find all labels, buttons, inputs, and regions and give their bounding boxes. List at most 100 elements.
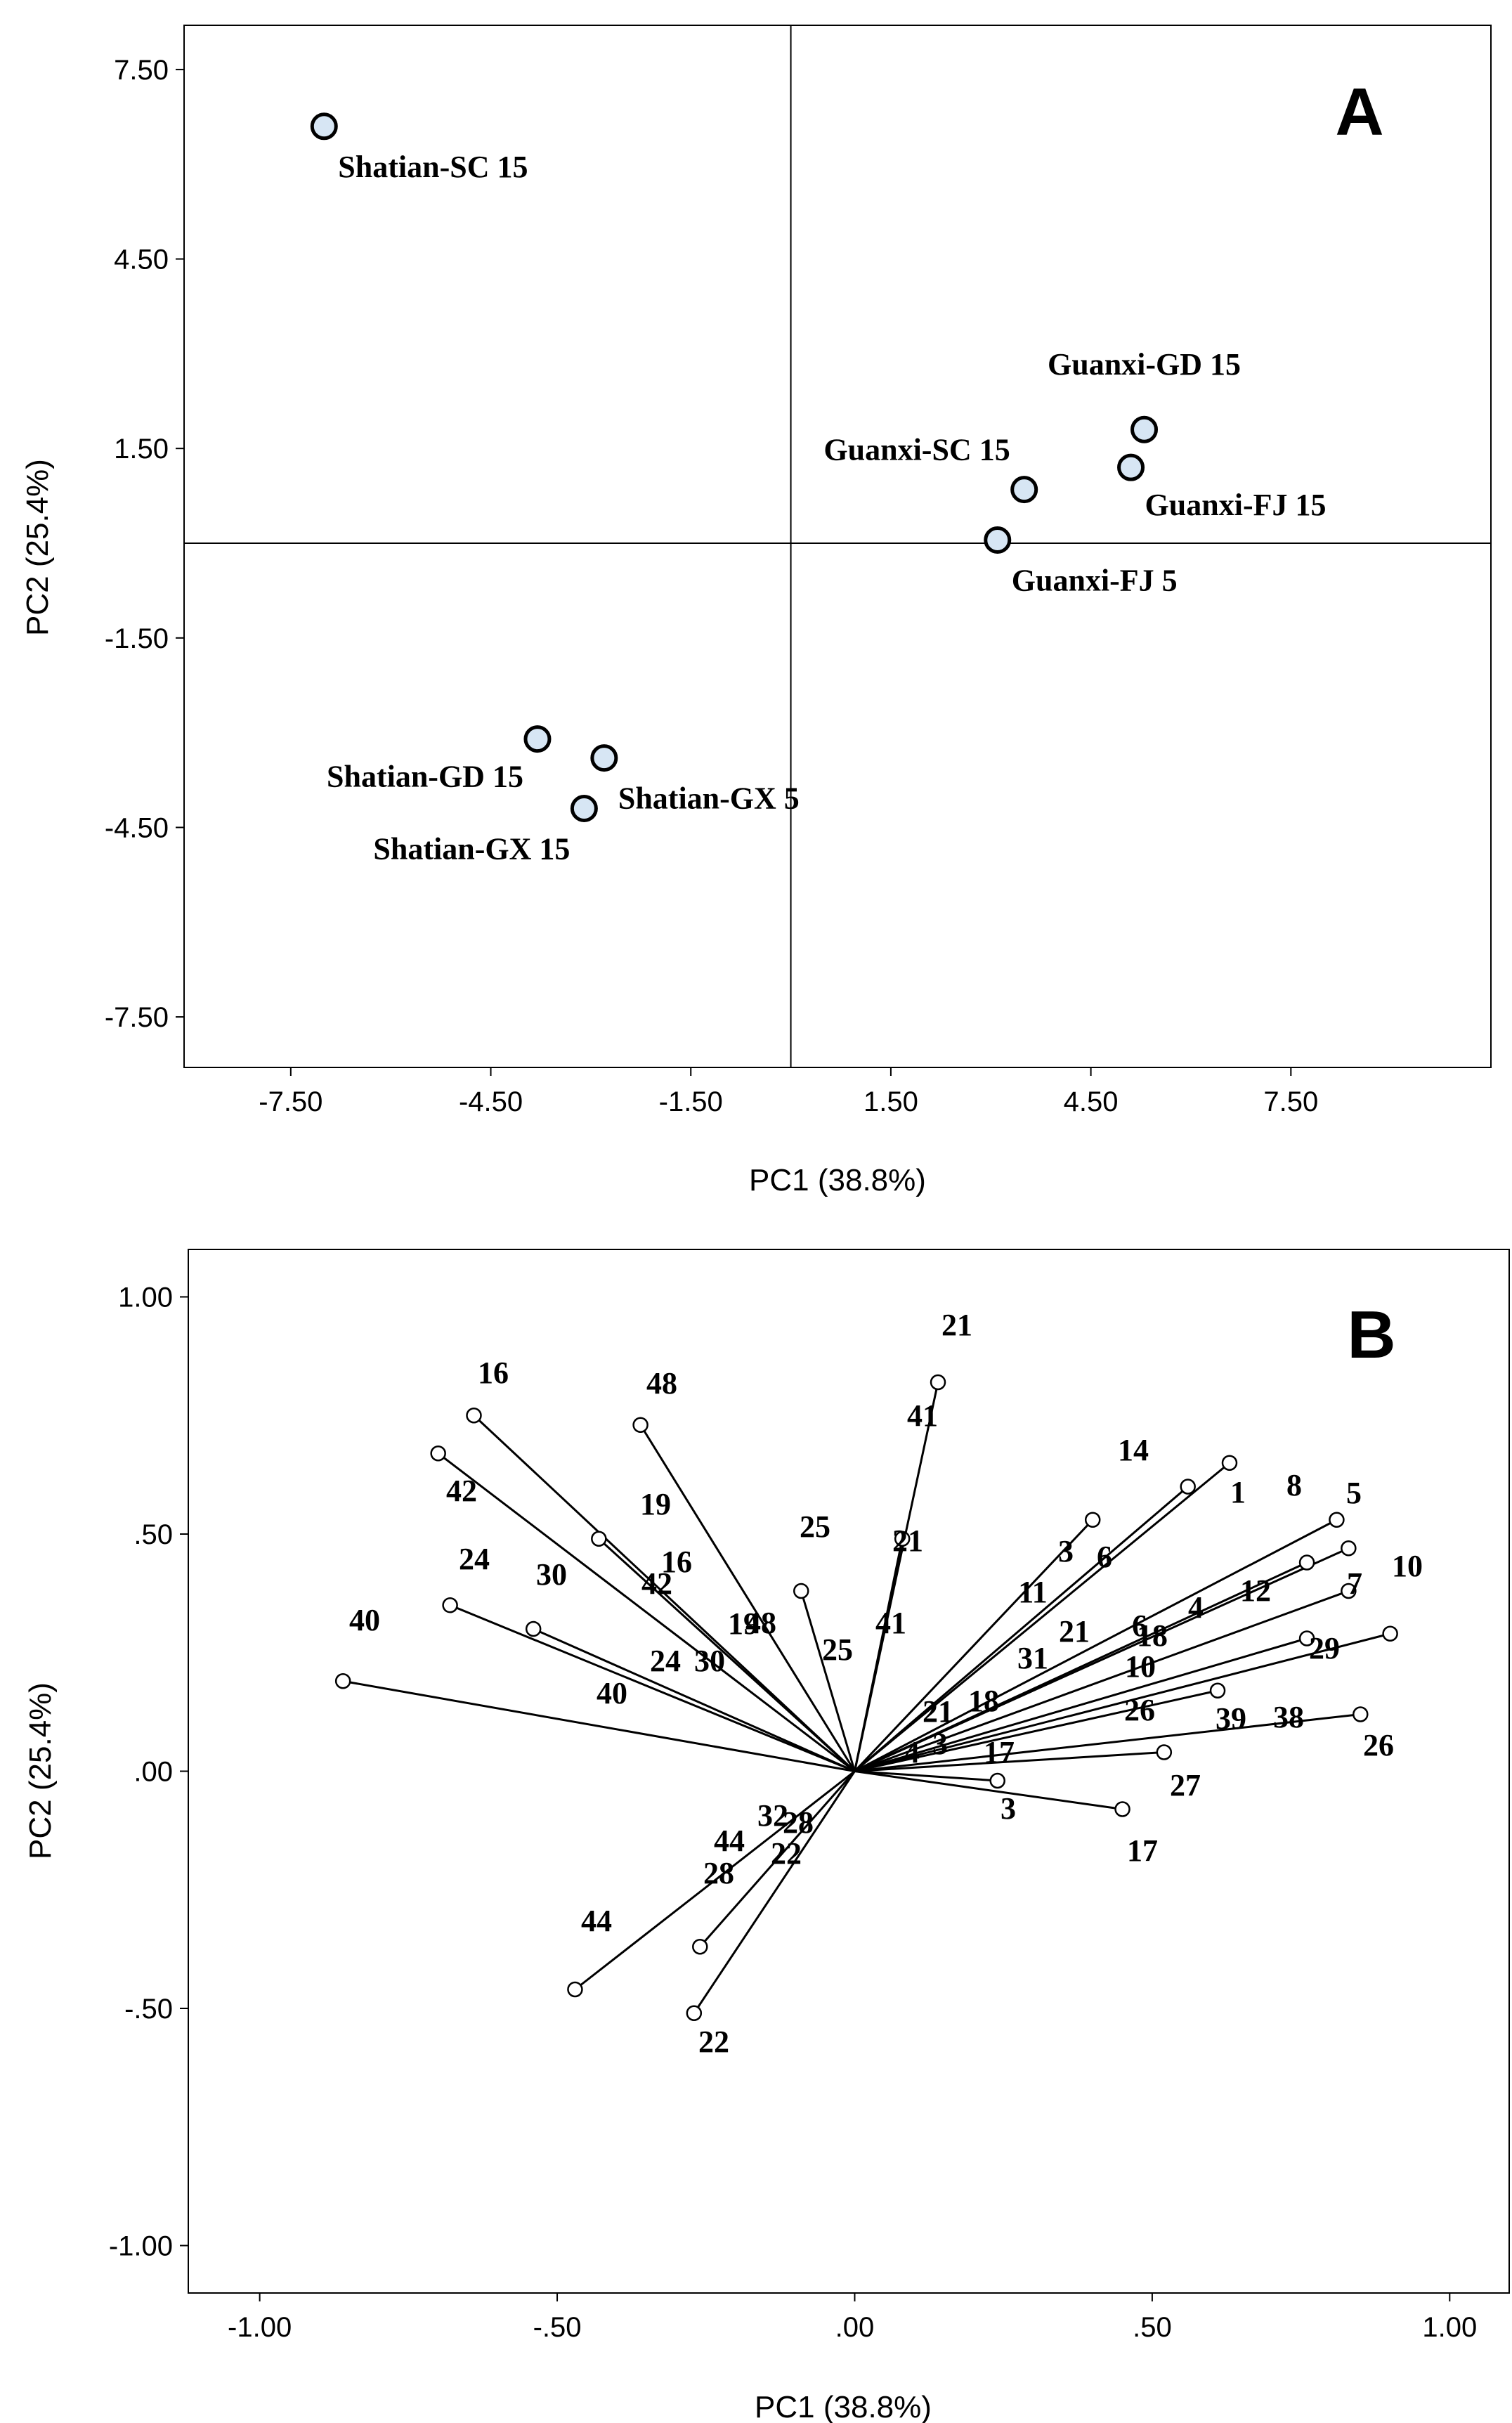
loading-vector <box>854 1590 1349 1772</box>
score-point <box>570 794 598 822</box>
score-point <box>310 112 338 141</box>
score-point <box>590 744 618 772</box>
loading-point <box>1114 1801 1130 1817</box>
loading-point <box>442 1597 458 1613</box>
loading-vector <box>800 1590 856 1772</box>
loading-point <box>692 1939 708 1955</box>
x-tick-label: .50 <box>1133 2312 1172 2343</box>
loading-point <box>1341 1583 1357 1599</box>
loading-label: 26 <box>1363 1728 1394 1762</box>
loading-label: 12 <box>1240 1573 1271 1608</box>
loading-vector <box>854 1637 1308 1772</box>
loading-vector <box>854 1770 1123 1810</box>
loading-vector <box>854 1713 1361 1772</box>
loading-vector <box>854 1519 1094 1772</box>
panel-b-y-ticks: 1.00 .50 .00 -.50 -1.00 <box>109 1282 188 2262</box>
loading-label: 19 <box>640 1487 671 1521</box>
loading-label: 22 <box>698 2025 729 2059</box>
panel-b-letter: B <box>1347 1297 1395 1372</box>
loading-label: 28 <box>783 1805 814 1840</box>
loading-vector <box>699 1770 856 1948</box>
loading-label: 21 <box>892 1524 923 1558</box>
loading-point <box>1329 1512 1345 1528</box>
loading-vector <box>450 1604 856 1772</box>
loading-vector <box>854 1486 1189 1772</box>
y-tick-label: 1.00 <box>118 1282 173 1313</box>
x-tick-label: 4.50 <box>1064 1086 1119 1117</box>
loading-label: 1 <box>1230 1475 1246 1509</box>
loading-label: 22 <box>771 1836 802 1871</box>
loading-point <box>1209 1682 1226 1698</box>
loading-point <box>989 1772 1005 1789</box>
loading-vector <box>574 1770 856 1991</box>
loading-label: 18 <box>968 1684 999 1718</box>
y-tick-label: 1.50 <box>114 434 169 465</box>
y-tick-label: 7.50 <box>114 55 169 86</box>
loading-label: 24 <box>650 1644 681 1678</box>
loading-label: 3 <box>1058 1534 1074 1568</box>
loading-point <box>894 1531 911 1547</box>
loading-label: 21 <box>941 1308 972 1342</box>
loading-label: 30 <box>694 1644 725 1678</box>
loading-label: 28 <box>703 1856 734 1890</box>
loading-label: 6 <box>1132 1609 1147 1643</box>
loading-label: 40 <box>597 1676 627 1710</box>
score-point-label: Guanxi-FJ 15 <box>1145 488 1327 522</box>
score-point <box>984 526 1012 554</box>
loading-label: 8 <box>1286 1468 1302 1502</box>
x-tick-label: -4.50 <box>459 1086 523 1117</box>
panel-a-y-ticks: 7.50 4.50 1.50 -1.50 -4.50 -7.50 <box>105 55 184 1033</box>
loading-label: 48 <box>646 1366 677 1401</box>
loading-point <box>1353 1706 1369 1722</box>
score-point-label: Guanxi-SC 15 <box>823 433 1010 467</box>
loading-label: 25 <box>800 1509 830 1544</box>
y-tick-label: .00 <box>133 1757 173 1788</box>
loading-point <box>1298 1630 1315 1646</box>
y-tick-label: -4.50 <box>105 812 169 843</box>
x-tick-label: -1.00 <box>228 2312 292 2343</box>
score-point-label: Shatian-SC 15 <box>338 150 528 184</box>
loading-label: 10 <box>1125 1649 1156 1684</box>
loading-label: 6 <box>1097 1540 1112 1574</box>
loading-point <box>591 1531 607 1547</box>
loading-label: 19 <box>728 1606 759 1641</box>
loading-vector <box>473 1415 856 1772</box>
loading-point <box>334 1673 351 1689</box>
x-tick-label: .00 <box>835 2312 875 2343</box>
score-point-label: Shatian-GD 15 <box>327 760 523 794</box>
loading-label: 26 <box>1124 1693 1155 1727</box>
loading-label: 42 <box>446 1474 477 1508</box>
loading-point <box>632 1417 649 1433</box>
loading-label: 3 <box>932 1727 948 1761</box>
loading-vector <box>854 1519 1338 1772</box>
loading-point <box>525 1620 542 1637</box>
loading-label: 29 <box>1309 1631 1340 1665</box>
y-tick-label: -1.00 <box>109 2231 173 2262</box>
loading-label: 3 <box>1001 1791 1016 1826</box>
loading-point <box>686 2005 703 2021</box>
y-tick-label: .50 <box>133 1519 173 1550</box>
y-tick-label: -7.50 <box>105 1002 169 1033</box>
panel-a-xlabel: PC1 (38.8%) <box>749 1163 926 1197</box>
loading-label: 17 <box>984 1735 1015 1769</box>
loading-label: 11 <box>1018 1575 1048 1609</box>
loading-label: 10 <box>1392 1549 1423 1583</box>
loading-point <box>1221 1455 1238 1471</box>
x-tick-label: -7.50 <box>259 1086 322 1117</box>
loading-label: 14 <box>1118 1433 1149 1467</box>
score-point-label: Shatian-GX 15 <box>373 831 570 866</box>
loading-point <box>1180 1479 1196 1495</box>
loading-label: 7 <box>1347 1566 1362 1601</box>
loading-label: 44 <box>714 1824 745 1858</box>
loading-label: 16 <box>661 1545 692 1579</box>
loading-point <box>567 1981 583 1998</box>
panel-a-letter: A <box>1335 74 1383 150</box>
y-tick-label: 4.50 <box>114 245 169 275</box>
loading-vector <box>639 1424 856 1772</box>
loading-label: 40 <box>349 1603 380 1637</box>
loading-label: 17 <box>1127 1833 1158 1868</box>
loading-label: 42 <box>641 1566 672 1601</box>
loading-label: 21 <box>923 1694 953 1729</box>
loading-label: 18 <box>1137 1618 1168 1653</box>
